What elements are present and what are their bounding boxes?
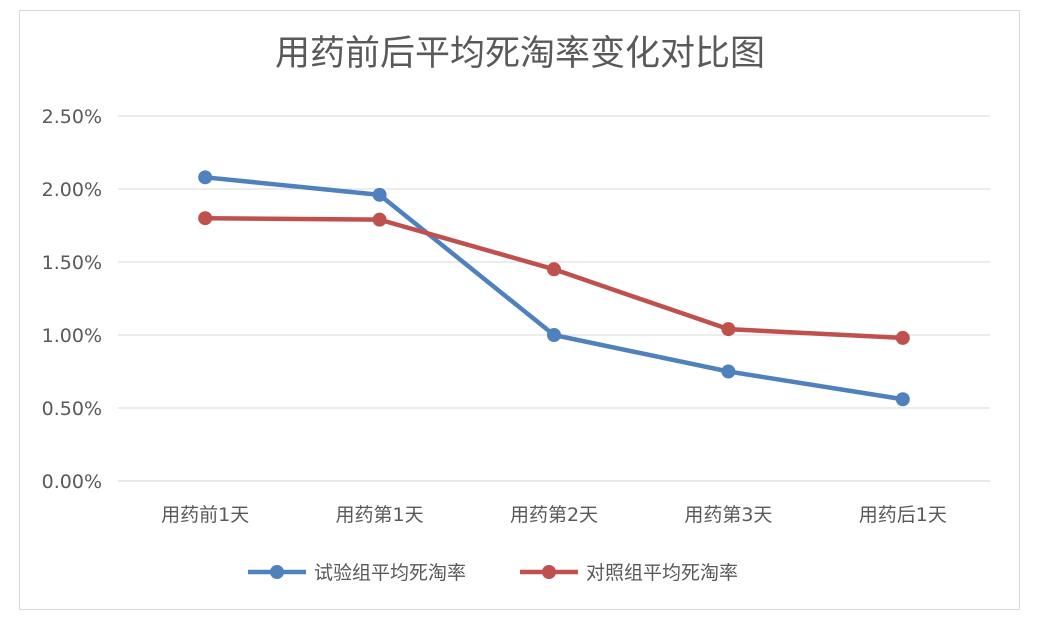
series-line [202, 215, 906, 341]
y-tick-label: 1.50% [42, 252, 102, 274]
legend-label: 对照组平均死淘率 [586, 562, 738, 584]
y-tick-label: 2.00% [42, 179, 102, 201]
data-point [721, 322, 736, 337]
data-point [372, 187, 387, 202]
chart-title: 用药前后平均死淘率变化对比图 [275, 34, 765, 74]
y-tick-label: 0.00% [42, 471, 102, 493]
y-axis-ticks: 0.00% 0.50% 1.00% 1.50% 2.00% 2.50% [42, 106, 102, 493]
data-point [547, 328, 561, 342]
legend-item: 对照组平均死淘率 [520, 562, 738, 584]
x-tick-label: 用药后1天 [859, 504, 947, 526]
series-lines [198, 170, 910, 407]
y-tick-label: 0.50% [42, 398, 102, 420]
y-tick-label: 1.00% [42, 325, 102, 347]
x-tick-label: 用药前1天 [161, 504, 249, 526]
data-point [372, 212, 387, 227]
gridlines [118, 115, 990, 482]
data-point [721, 364, 736, 379]
legend-marker [270, 565, 284, 579]
series-1 [198, 170, 910, 407]
data-point [547, 262, 561, 277]
series-2 [198, 211, 910, 345]
data-point [895, 392, 910, 407]
legend-item: 试验组平均死淘率 [248, 562, 466, 584]
x-tick-label: 用药第3天 [684, 504, 772, 526]
legend: 试验组平均死淘率 对照组平均死淘率 [248, 562, 738, 584]
x-axis-ticks: 用药前1天 用药第1天 用药第2天 用药第3天 用药后1天 [161, 504, 947, 526]
x-tick-label: 用药第1天 [336, 504, 424, 526]
series-line [202, 175, 906, 402]
x-tick-label: 用药第2天 [510, 504, 598, 526]
legend-marker [542, 565, 556, 579]
data-point [895, 330, 910, 345]
y-tick-label: 2.50% [42, 106, 102, 128]
legend-label: 试验组平均死淘率 [314, 562, 466, 584]
data-point [198, 170, 213, 185]
data-point [198, 211, 213, 226]
